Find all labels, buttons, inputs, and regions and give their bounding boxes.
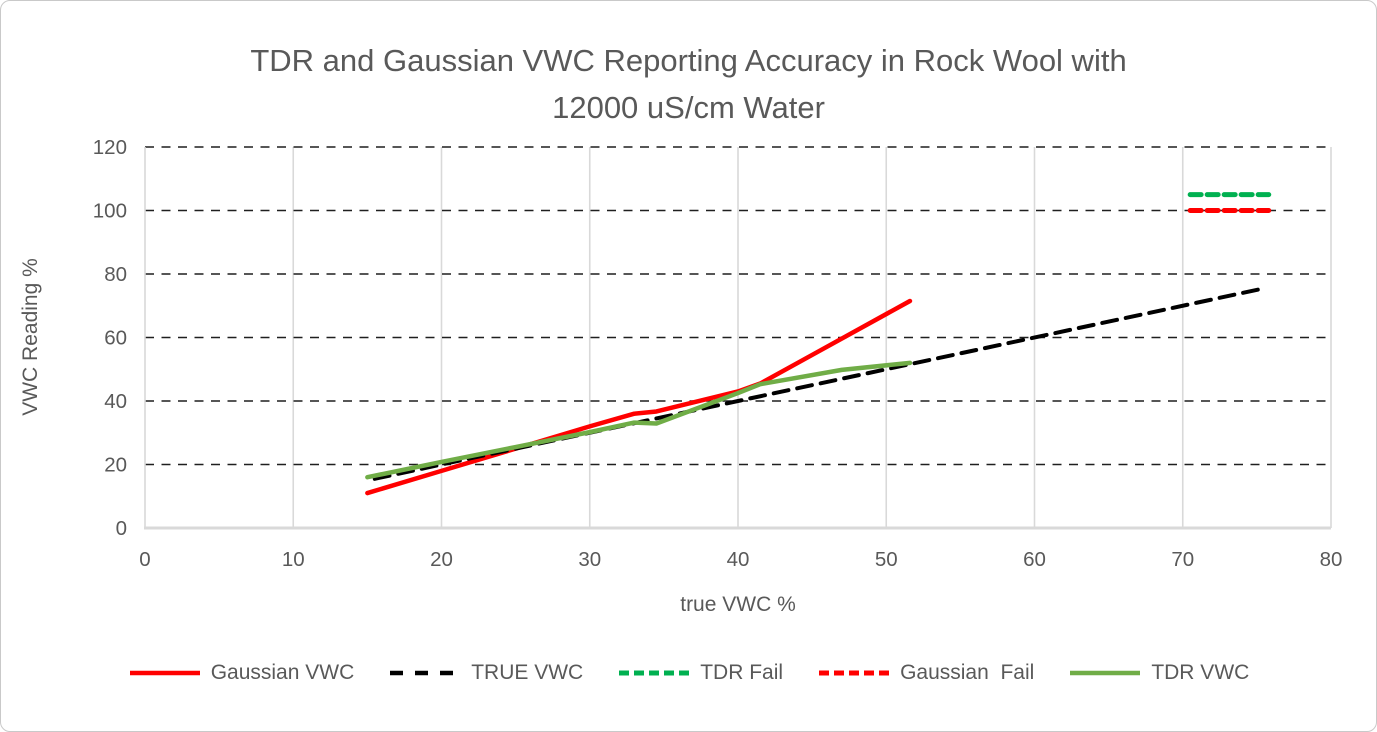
- x-tick-label: 70: [1171, 548, 1194, 571]
- legend-item-true-vwc: TRUE VWC: [388, 661, 583, 685]
- legend-label-tdr-fail: TDR Fail: [700, 661, 784, 684]
- x-tick-label: 80: [1320, 548, 1343, 571]
- y-tick-label: 120: [93, 136, 127, 159]
- legend-line-sample-gaussian-fail: [819, 670, 890, 676]
- y-axis-title: VWC Reading %: [19, 258, 42, 416]
- x-tick-label: 20: [430, 548, 453, 571]
- x-tick-label: 0: [139, 548, 150, 571]
- legend-line-sample-tdr-fail: [619, 670, 690, 676]
- legend-label-gaussian-vwc: Gaussian VWC: [210, 661, 355, 684]
- legend-item-gaussian-fail: Gaussian Fail: [817, 661, 1034, 685]
- legend-line-sample-true-vwc: [390, 670, 461, 676]
- y-tick-label: 60: [104, 327, 127, 350]
- chart-title-line-2: 12000 uS/cm Water: [552, 90, 825, 125]
- legend-item-tdr-vwc: TDR VWC: [1068, 661, 1249, 685]
- chart-title: TDR and Gaussian VWC Reporting Accuracy …: [1, 37, 1376, 131]
- legend-label-tdr-vwc: TDR VWC: [1151, 661, 1250, 684]
- series-line-gaussian-vwc: [365, 298, 913, 496]
- x-tick-label: 10: [282, 548, 305, 571]
- chart-title-line-1: TDR and Gaussian VWC Reporting Accuracy …: [250, 43, 1127, 78]
- y-tick-label: 80: [104, 263, 127, 286]
- x-tick-label: 30: [578, 548, 601, 571]
- x-tick-label: 50: [875, 548, 898, 571]
- legend-line-sample-tdr-vwc: [1070, 670, 1141, 676]
- legend-item-gaussian-vwc: Gaussian VWC: [128, 661, 355, 685]
- legend-label-gaussian-fail: Gaussian Fail: [900, 661, 1035, 684]
- x-axis-title: true VWC %: [680, 593, 796, 616]
- y-tick-label: 40: [104, 390, 127, 413]
- legend: Gaussian VWC TRUE VWC TDR Fail Gaussian Fai…: [1, 661, 1376, 685]
- y-tick-label: 100: [93, 200, 127, 223]
- y-tick-label: 0: [116, 517, 127, 540]
- legend-item-tdr-fail: TDR Fail: [617, 661, 783, 685]
- series-line-tdr-vwc: [365, 360, 913, 480]
- x-tick-label: 60: [1023, 548, 1046, 571]
- legend-line-sample-gaussian-vwc: [129, 670, 200, 676]
- x-tick-label: 40: [727, 548, 750, 571]
- legend-label-true-vwc: TRUE VWC: [471, 661, 584, 684]
- y-tick-label: 20: [104, 454, 127, 477]
